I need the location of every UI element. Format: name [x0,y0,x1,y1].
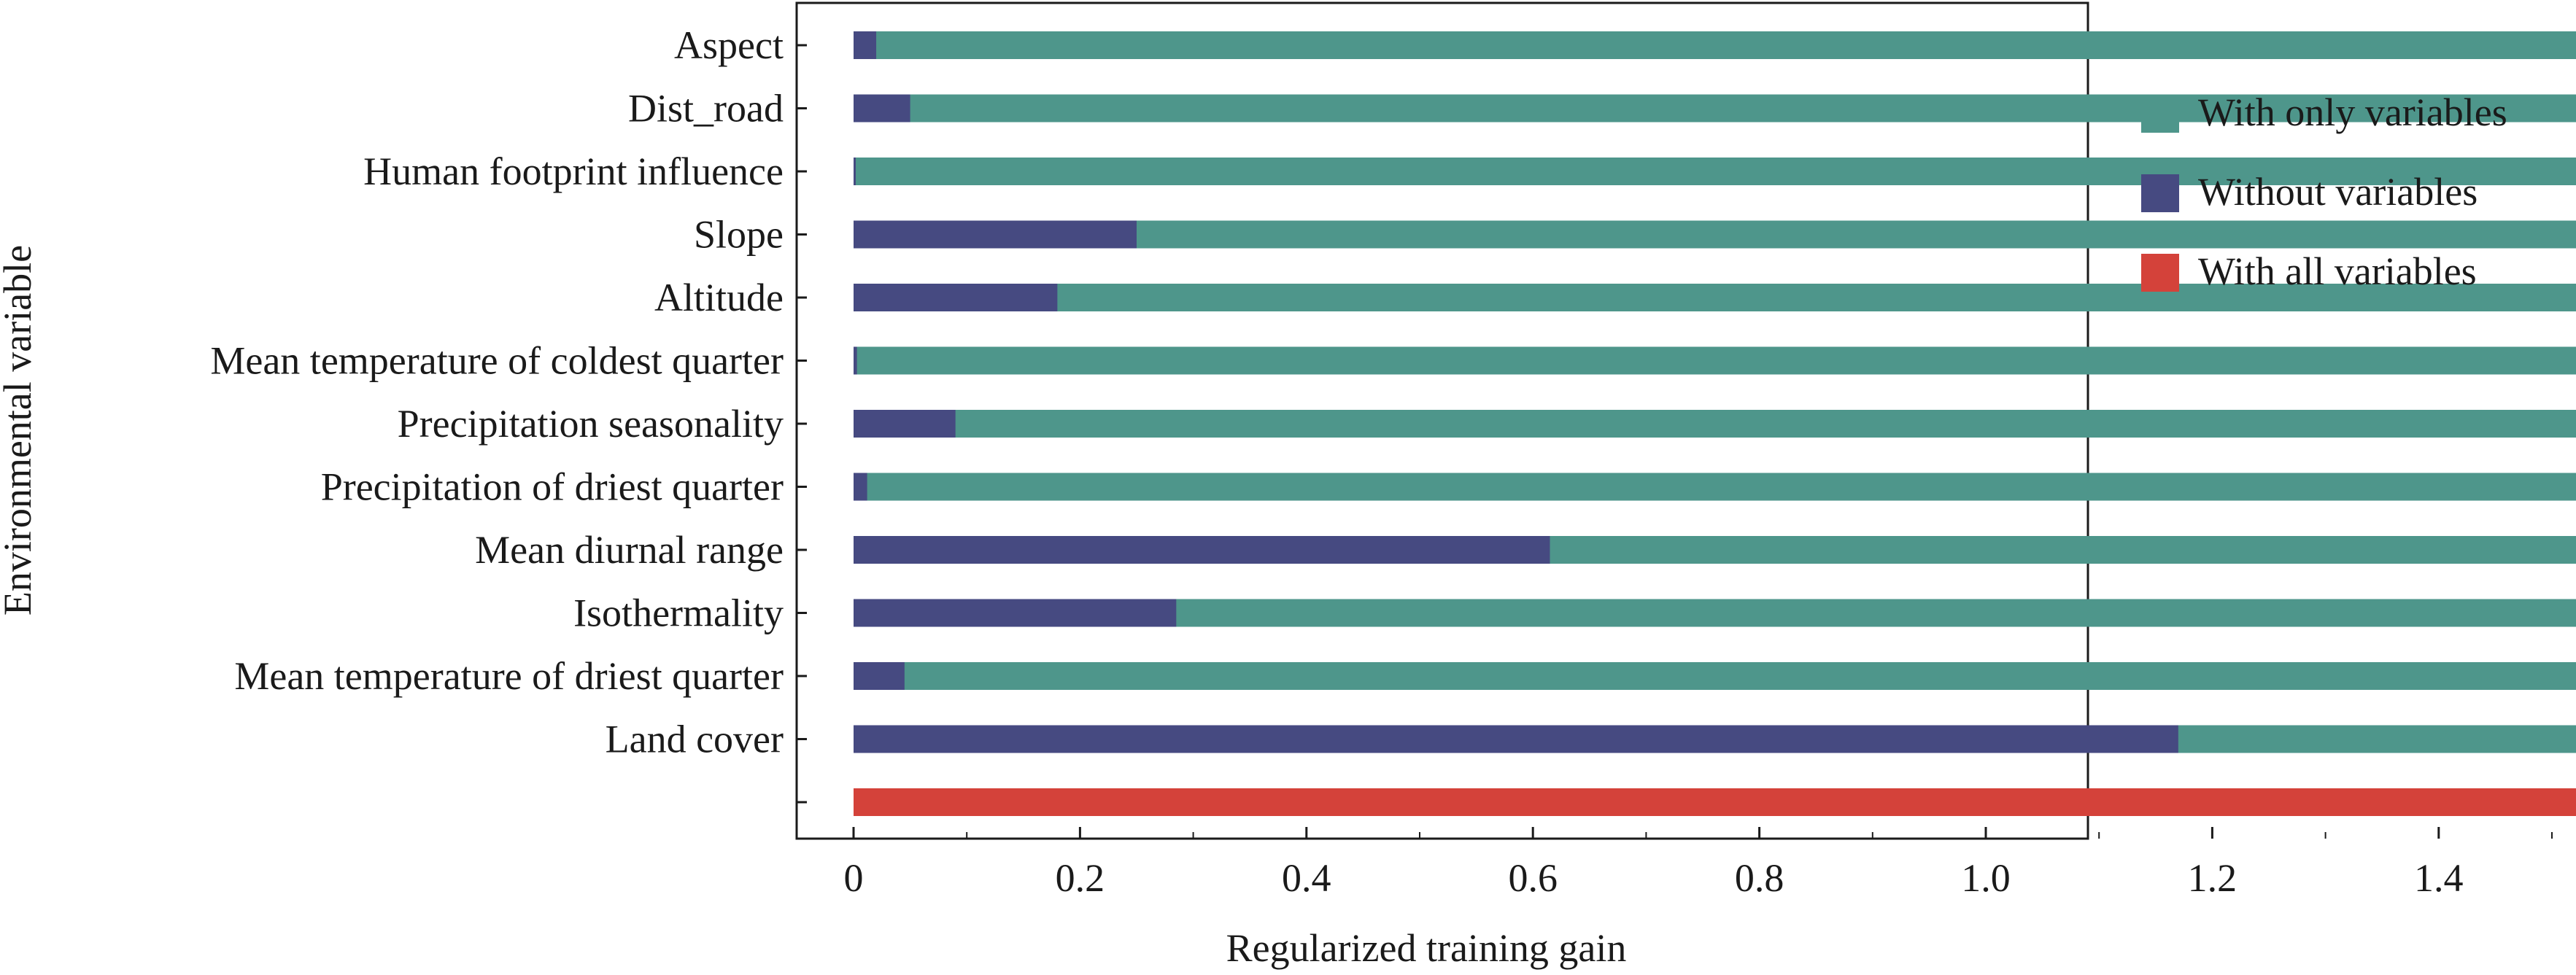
bar-with-all-variables-12 [854,788,2576,816]
bar-with-only-variables-5 [854,346,2576,375]
bar-without-variables-7 [854,473,867,501]
bar-without-variables-11 [854,725,2178,753]
y-tick-label: Aspect [674,23,784,67]
y-tick-label: Mean diurnal range [475,528,784,572]
legend-label: With all variables [2198,249,2477,293]
legend: With only variables Without variables With… [2141,90,2507,293]
x-tick-label: 0 [844,856,864,900]
y-axis-title: Environmental variable [0,245,39,615]
bar-with-only-variables-2 [854,158,2576,185]
bar-with-only-variables-10 [854,662,2576,690]
bar-with-only-variables-7 [854,473,2576,501]
bar-without-variables-6 [854,410,956,438]
bar-with-only-variables-6 [854,410,2576,438]
bar-without-variables-1 [854,94,910,123]
bar-without-variables-9 [854,599,1177,627]
x-tick-label: 0.2 [1056,856,1105,900]
x-axis-title: Regularized training gain [1226,926,1627,970]
legend-swatch-with-only-variables [2141,95,2179,133]
x-tick-label: 1.0 [1961,856,2011,900]
y-tick-label: Precipitation seasonality [398,402,784,446]
y-tick-label: Altitude [654,276,784,319]
bar-with-only-variables-1 [854,94,2576,123]
bar-with-only-variables-0 [854,31,2576,59]
legend-swatch-without-variables [2141,174,2179,212]
y-tick-label: Precipitation of driest quarter [321,465,784,509]
y-tick-label: Slope [694,213,784,257]
y-tick-label: Mean temperature of coldest quarter [210,339,784,383]
legend-swatch-with-all-variables [2141,254,2179,292]
x-tick-label: 0.4 [1282,856,1331,900]
y-tick-label: Dist_road [628,87,784,131]
x-tick-label: 1.2 [2188,856,2237,900]
bar-without-variables-2 [854,158,856,185]
bar-without-variables-5 [854,346,857,375]
y-tick-label: Isothermality [573,591,784,635]
x-tick-label: 1.4 [2414,856,2464,900]
bar-with-only-variables-3 [854,220,2576,249]
plot-area: Aspect Dist_road Human footprint influence… [210,1,2576,900]
legend-label: Without variables [2198,170,2478,214]
x-tick-label: 0.8 [1735,856,1784,900]
bar-without-variables-3 [854,220,1137,249]
bar-without-variables-8 [854,536,1550,564]
bar-without-variables-0 [854,31,877,59]
legend-label: With only variables [2198,90,2507,134]
x-tick-label: 0.6 [1508,856,1558,900]
bar-without-variables-4 [854,284,1058,311]
y-tick-label: Land cover [606,718,784,761]
bar-with-only-variables-4 [854,284,2576,311]
bar-without-variables-10 [854,662,905,690]
y-tick-label: Human footprint influence [363,149,784,193]
y-tick-label: Mean temperature of driest quarter [234,654,784,698]
